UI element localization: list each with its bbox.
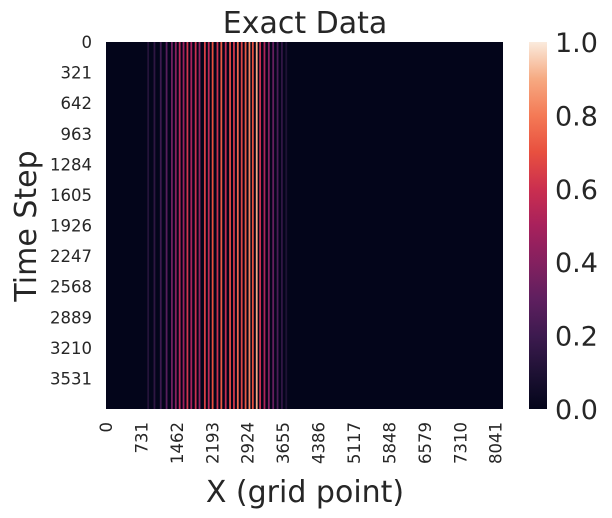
x-tick-label: 2924	[239, 422, 258, 464]
y-axis-label: Time Step	[9, 150, 44, 302]
heatmap-column	[251, 42, 254, 409]
colorbar-tick-labels: 0.0 0.2 0.4 0.6 0.8 1.0	[555, 28, 598, 426]
x-tick-label: 4386	[310, 422, 329, 464]
x-tick-labels: 0 731 1462 2193 2924 3655 4386 5117 5848 6579 7310…	[97, 422, 506, 464]
y-tick-label: 2889	[50, 308, 92, 327]
x-tick-label: 5117	[345, 422, 364, 464]
y-tick-label: 1605	[50, 186, 92, 205]
chart-title: Exact Data	[223, 6, 388, 41]
colorbar-tick-label: 0.2	[555, 322, 598, 353]
heatmap-column	[255, 42, 258, 409]
heatmap-column	[285, 42, 288, 409]
y-tick-label: 1284	[50, 155, 92, 174]
heatmap-column	[272, 42, 275, 409]
x-tick-label: 0	[97, 422, 116, 433]
colorbar-tick-label: 0.4	[555, 248, 598, 279]
heatmap-columns	[147, 42, 288, 409]
y-tick-label: 3210	[50, 339, 92, 358]
x-tick-label: 7310	[451, 422, 470, 464]
x-tick-label: 6579	[416, 422, 435, 464]
colorbar-tick-label: 0.0	[555, 395, 598, 426]
heatmap-column	[190, 42, 193, 409]
heatmap-column	[178, 42, 181, 409]
heatmap-column	[244, 42, 247, 409]
y-tick-label: 2568	[50, 278, 92, 297]
heatmap-column	[229, 42, 231, 409]
heatmap-column	[186, 42, 189, 409]
heatmap-column	[240, 42, 243, 409]
heatmap-column	[207, 42, 210, 409]
heatmap-column	[182, 42, 185, 409]
y-tick-label: 963	[61, 125, 93, 144]
heatmap-column	[216, 42, 219, 409]
heatmap-column	[263, 42, 266, 409]
x-tick-label: 3655	[274, 422, 293, 464]
y-tick-label: 321	[61, 64, 93, 83]
colorbar-tick-label: 1.0	[555, 28, 598, 59]
heatmap-column	[153, 42, 156, 409]
colorbar-tick-label: 0.6	[555, 175, 598, 206]
y-tick-label: 1926	[50, 217, 92, 236]
heatmap-column	[267, 42, 270, 409]
x-tick-label: 1462	[168, 422, 187, 464]
heatmap-column	[171, 42, 173, 409]
y-tick-label: 2247	[50, 247, 92, 266]
heatmap-column	[281, 42, 283, 409]
heatmap-background	[106, 42, 503, 409]
y-tick-label: 0	[82, 33, 93, 52]
x-tick-label: 5848	[380, 422, 399, 464]
y-tick-label: 642	[61, 94, 93, 113]
colorbar-tick-label: 0.8	[555, 101, 598, 132]
y-tick-label: 3531	[50, 369, 92, 388]
heatmap-column	[220, 42, 223, 409]
x-tick-label: 8041	[487, 422, 506, 464]
heatmap-column	[203, 42, 206, 409]
heatmap-column	[194, 42, 197, 409]
heatmap-column	[233, 42, 235, 409]
heatmap-column	[174, 42, 177, 409]
heatmap-column	[259, 42, 262, 409]
x-axis-label: X (grid point)	[206, 475, 404, 510]
heatmap-column	[236, 42, 239, 409]
x-tick-label: 2193	[203, 422, 222, 464]
heatmap-column	[165, 42, 168, 409]
heatmap-column	[248, 42, 251, 409]
y-tick-labels: 0 321 642 963 1284 1605 1926 2247 2568 2889 3210 35…	[50, 33, 92, 388]
heatmap-column	[159, 42, 162, 409]
heatmap-column	[224, 42, 227, 409]
heatmap-column	[276, 42, 279, 409]
x-tick-label: 731	[132, 422, 151, 454]
heatmap-column	[147, 42, 150, 409]
heatmap-column	[211, 42, 214, 409]
colorbar	[529, 42, 547, 409]
heatmap-column	[198, 42, 201, 409]
